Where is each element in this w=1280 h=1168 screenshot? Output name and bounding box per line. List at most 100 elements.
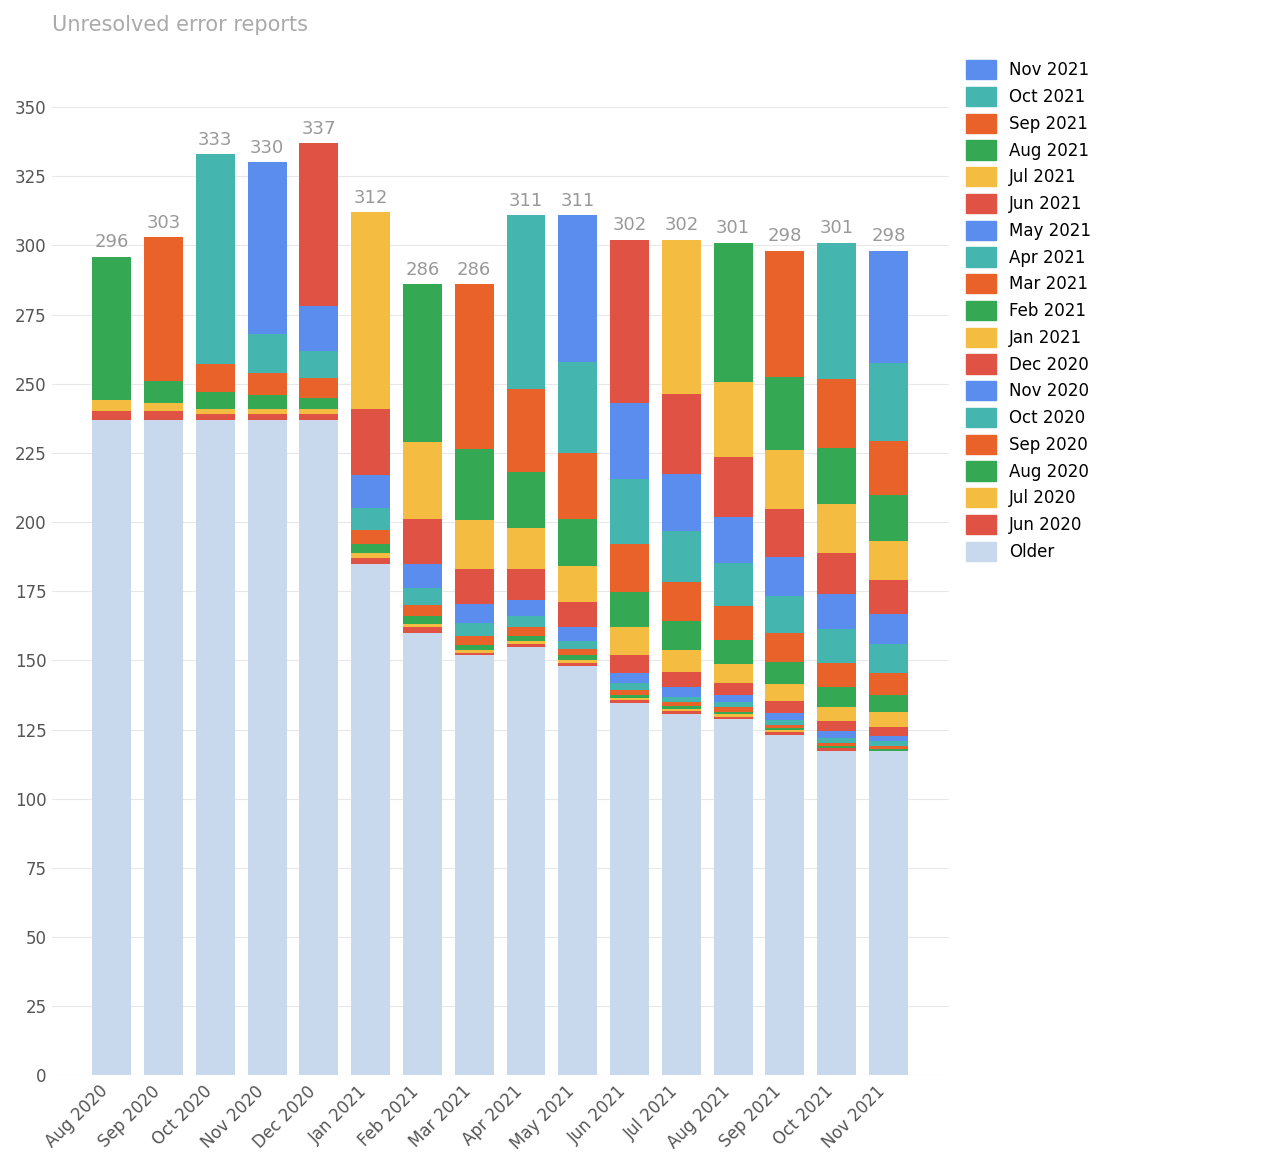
Bar — [351, 530, 390, 544]
Bar — [351, 475, 390, 508]
Bar — [714, 517, 753, 563]
Bar — [300, 409, 338, 415]
Bar — [558, 566, 598, 603]
Bar — [714, 719, 753, 1076]
Bar — [662, 673, 700, 687]
Bar — [765, 683, 804, 701]
Bar — [248, 334, 287, 373]
Bar — [662, 714, 700, 1076]
Bar — [558, 663, 598, 666]
Text: 311: 311 — [509, 192, 543, 209]
Bar — [817, 722, 856, 731]
Bar — [714, 707, 753, 712]
Bar — [662, 239, 700, 394]
Bar — [558, 627, 598, 641]
Bar — [765, 251, 804, 377]
Bar — [714, 702, 753, 707]
Bar — [869, 614, 908, 644]
Bar — [351, 544, 390, 552]
Bar — [248, 415, 287, 419]
Bar — [817, 552, 856, 595]
Text: 311: 311 — [561, 192, 595, 209]
Bar — [869, 746, 908, 749]
Bar — [558, 655, 598, 660]
Bar — [765, 730, 804, 732]
Bar — [714, 457, 753, 517]
Bar — [403, 284, 442, 442]
Bar — [300, 419, 338, 1076]
Text: 330: 330 — [250, 139, 284, 157]
Bar — [196, 419, 234, 1076]
Bar — [714, 243, 753, 382]
Bar — [196, 154, 234, 364]
Text: 302: 302 — [612, 216, 646, 235]
Bar — [714, 717, 753, 719]
Bar — [611, 698, 649, 701]
Bar — [351, 552, 390, 558]
Bar — [507, 569, 545, 599]
Text: 286: 286 — [406, 260, 439, 279]
Bar — [92, 411, 132, 419]
Bar — [611, 690, 649, 695]
Bar — [869, 695, 908, 712]
Bar — [611, 695, 649, 698]
Bar — [507, 647, 545, 1076]
Bar — [403, 625, 442, 627]
Text: 301: 301 — [716, 220, 750, 237]
Bar — [662, 687, 700, 697]
Bar — [558, 362, 598, 453]
Bar — [817, 243, 856, 380]
Bar — [765, 633, 804, 662]
Bar — [714, 563, 753, 606]
Bar — [507, 627, 545, 635]
Bar — [196, 364, 234, 392]
Bar — [507, 641, 545, 644]
Bar — [351, 213, 390, 409]
Bar — [662, 394, 700, 474]
Bar — [869, 673, 908, 695]
Bar — [817, 503, 856, 552]
Bar — [869, 712, 908, 726]
Bar — [454, 604, 494, 623]
Bar — [611, 703, 649, 1076]
Bar — [454, 637, 494, 645]
Bar — [248, 373, 287, 395]
Bar — [714, 715, 753, 717]
Bar — [507, 644, 545, 647]
Bar — [558, 641, 598, 649]
Bar — [765, 728, 804, 730]
Bar — [403, 589, 442, 605]
Bar — [611, 701, 649, 703]
Bar — [817, 738, 856, 743]
Bar — [507, 599, 545, 617]
Bar — [196, 392, 234, 409]
Bar — [662, 702, 700, 707]
Bar — [817, 687, 856, 707]
Bar — [765, 557, 804, 597]
Text: 312: 312 — [353, 189, 388, 207]
Bar — [714, 712, 753, 715]
Bar — [662, 697, 700, 702]
Text: 337: 337 — [302, 119, 337, 138]
Bar — [817, 707, 856, 722]
Text: 296: 296 — [95, 232, 129, 251]
Bar — [145, 403, 183, 411]
Bar — [351, 409, 390, 475]
Bar — [869, 442, 908, 495]
Bar — [765, 735, 804, 1076]
Bar — [92, 419, 132, 1076]
Bar — [662, 651, 700, 673]
Bar — [145, 381, 183, 403]
Bar — [145, 237, 183, 381]
Bar — [765, 725, 804, 728]
Bar — [507, 472, 545, 528]
Bar — [817, 731, 856, 738]
Bar — [248, 409, 287, 415]
Bar — [558, 603, 598, 627]
Bar — [403, 627, 442, 633]
Bar — [454, 623, 494, 637]
Bar — [558, 660, 598, 663]
Bar — [454, 520, 494, 569]
Bar — [611, 655, 649, 673]
Legend: Nov 2021, Oct 2021, Sep 2021, Aug 2021, Jul 2021, Jun 2021, May 2021, Apr 2021, : Nov 2021, Oct 2021, Sep 2021, Aug 2021, … — [966, 61, 1092, 561]
